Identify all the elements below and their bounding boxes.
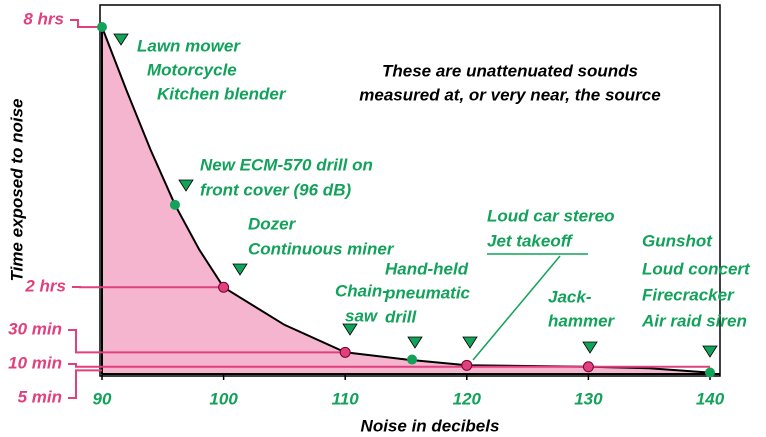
y-tick-leader	[70, 19, 102, 28]
annotation-pointer	[582, 341, 598, 354]
y-tick-leader	[68, 369, 102, 399]
y-tick-leader	[68, 363, 710, 368]
annotation: Gunshot	[642, 231, 713, 250]
pointer-line	[472, 255, 561, 361]
annotation: Kitchen blender	[157, 84, 287, 103]
point	[407, 354, 418, 365]
point	[339, 346, 351, 358]
y-tick-label: 2 hrs	[24, 276, 66, 295]
y-tick-label: 5 min	[18, 387, 62, 406]
annotation: front cover (96 dB)	[200, 180, 351, 199]
point	[582, 361, 594, 373]
x-tick-label: 110	[332, 389, 360, 408]
annotation: Dozer	[248, 214, 297, 233]
annotation-pointer	[178, 179, 194, 192]
annotation: Loud car stereo	[487, 206, 615, 225]
annotation: Chain-	[335, 281, 388, 300]
annotation-pointer	[232, 263, 248, 276]
annotation: Motorcycle	[147, 60, 237, 79]
y-tick-label: 30 min	[8, 319, 62, 338]
point	[705, 367, 715, 378]
y-tick-label: 8 hrs	[23, 9, 64, 28]
annotation: New ECM-570 drill on	[200, 155, 373, 174]
annotation: drill	[385, 307, 417, 326]
point	[97, 22, 107, 32]
point	[218, 281, 230, 293]
annotation: Jet takeoff	[487, 231, 574, 250]
annotation: Firecracker	[642, 285, 735, 304]
annotation-pointer	[462, 336, 478, 349]
x-tick-label: 130	[574, 389, 603, 408]
y-axis-label: Time exposed to noise	[7, 99, 26, 282]
x-tick-label: 140	[696, 389, 725, 408]
annotation-pointer	[342, 323, 358, 336]
x-axis-label: Noise in decibels	[361, 416, 500, 435]
annotation: Continuous miner	[248, 239, 395, 258]
x-tick-label: 90	[93, 389, 112, 408]
annotation: Loud concert	[642, 259, 751, 278]
annotation: Hand-held	[385, 259, 469, 278]
annotation-pointer	[702, 345, 718, 358]
annotation: Lawn mower	[137, 36, 241, 55]
annotation: Air raid siren	[641, 311, 747, 330]
note-line: These are unattenuated sounds	[382, 61, 638, 80]
area	[102, 27, 710, 374]
point	[461, 359, 473, 371]
annotation: pneumatic	[384, 283, 471, 302]
x-tick-label: 120	[453, 389, 482, 408]
x-tick-label: 100	[209, 389, 238, 408]
annotation: hammer	[548, 311, 616, 330]
point	[169, 199, 180, 210]
annotation-pointer	[407, 336, 423, 349]
y-tick-label: 10 min	[8, 353, 62, 372]
y-tick-leader	[68, 329, 343, 354]
note-line: measured at, or very near, the source	[359, 85, 660, 104]
annotation-pointer	[113, 33, 129, 46]
annotation: saw	[345, 306, 379, 325]
annotation: Jack-	[548, 287, 592, 306]
